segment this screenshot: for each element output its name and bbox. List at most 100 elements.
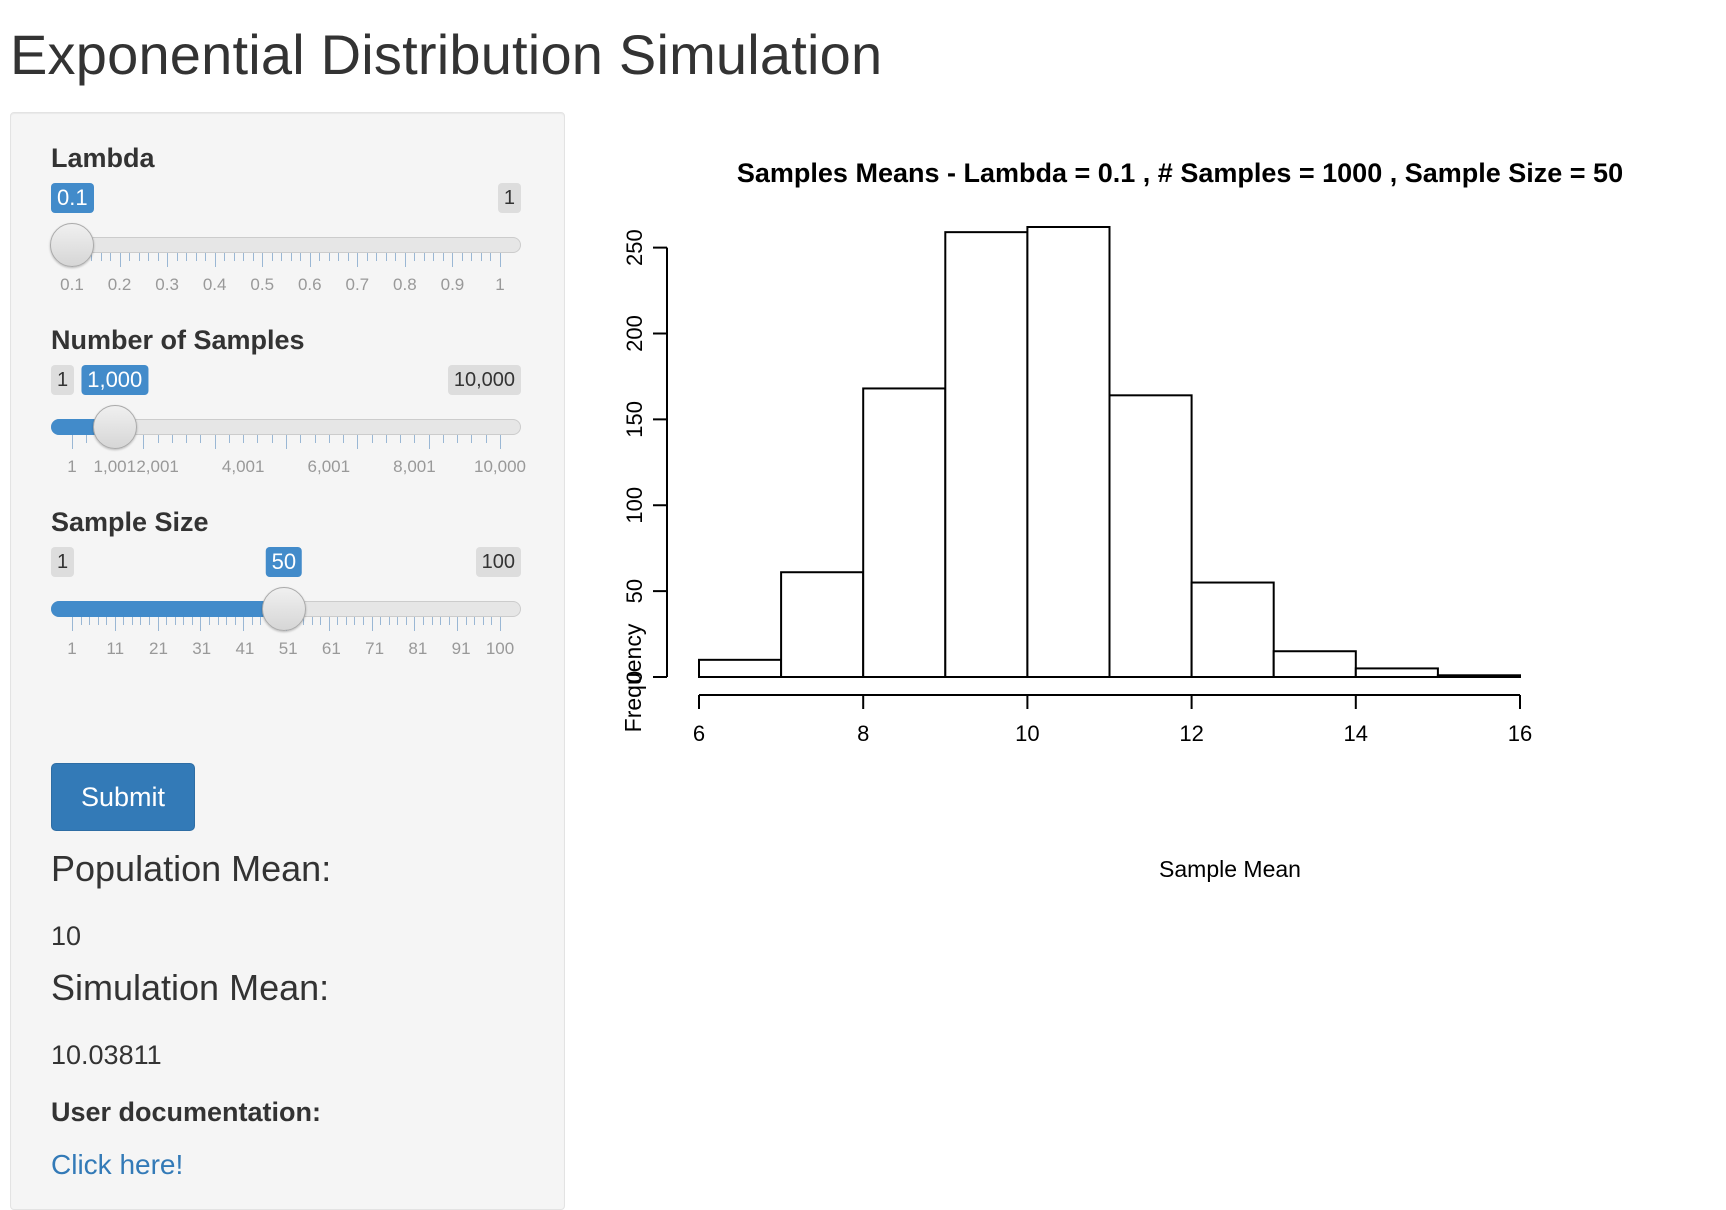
user-documentation-label: User documentation:: [51, 1097, 322, 1127]
slider-minor-tick: [448, 617, 450, 625]
slider-major-tick: [72, 617, 73, 631]
slider-minor-tick: [491, 617, 493, 625]
num-samples-slider[interactable]: 1 1,000 10,000 1 1,001 2,001 4,001 6,001 8,00…: [51, 365, 526, 476]
slider-minor-tick: [290, 253, 292, 261]
slider-tick-label: 0.4: [202, 275, 227, 294]
slider-tick-label: 0.9: [440, 275, 465, 294]
submit-button[interactable]: Submit: [51, 763, 195, 831]
num-samples-max-badge: 10,000: [447, 365, 521, 395]
slider-minor-tick: [485, 435, 487, 443]
y-axis: 0 50 100 150 200 250: [622, 229, 668, 683]
slider-tick-label: 2,001: [136, 457, 179, 476]
slider-minor-tick: [140, 617, 142, 625]
slider-minor-tick: [183, 617, 185, 625]
slider-minor-tick: [271, 253, 273, 261]
num-samples-label: Number of Samples: [51, 325, 305, 355]
slider-minor-tick: [414, 253, 416, 261]
slider-minor-tick: [314, 435, 316, 443]
slider-minor-tick: [397, 617, 399, 625]
slider-major-tick: [243, 617, 245, 631]
slider-major-tick: [414, 617, 416, 631]
slider-minor-tick: [157, 435, 159, 443]
page-title: Exponential Distribution Simulation: [10, 23, 883, 86]
x-axis-label: Sample Mean: [1159, 856, 1301, 882]
slider-minor-tick: [157, 253, 159, 261]
documentation-link[interactable]: Click here!: [51, 1149, 184, 1180]
x-tick-label: 14: [1344, 721, 1368, 746]
slider-major-tick: [200, 617, 202, 631]
y-tick-label: 150: [622, 401, 647, 438]
slider-minor-tick: [354, 617, 356, 625]
slider-minor-tick: [129, 253, 131, 261]
slider-major-tick: [119, 253, 121, 267]
lambda-slider[interactable]: 0.1 1 0.1 0.2 0.3 0.4 0.5 0.6 0.7 0.8 0.9 1: [50, 183, 521, 294]
lambda-value-badge: 0.1: [51, 183, 94, 213]
lambda-slider-track[interactable]: [51, 237, 521, 253]
slider-major-tick: [457, 617, 459, 631]
slider-minor-tick: [380, 617, 382, 625]
slider-minor-tick: [414, 435, 416, 443]
slider-minor-tick: [442, 435, 444, 443]
slider-tick-label: 0.1: [60, 275, 84, 294]
slider-minor-tick: [138, 253, 140, 261]
histogram-bars: [698, 226, 1522, 679]
slider-major-tick: [157, 617, 159, 631]
slider-minor-tick: [224, 253, 226, 261]
slider-minor-tick: [345, 617, 347, 625]
histogram-bar: [1272, 650, 1357, 678]
histogram-bar: [1354, 667, 1439, 679]
slider-major-tick: [500, 617, 501, 631]
slider-tick-label: 1: [67, 639, 77, 658]
slider-minor-tick: [440, 617, 442, 625]
slider-tick-label: 0.2: [107, 275, 132, 294]
slider-tick-label: 1,001: [93, 457, 137, 476]
sample-size-slider[interactable]: 1 50 100 1 11 21 31 41 51 61 71 81 91 100: [51, 547, 521, 658]
lambda-max-badge: 1: [497, 183, 521, 213]
slider-tick-label: 0.5: [250, 275, 275, 294]
slider-minor-tick: [89, 617, 91, 625]
slider-major-tick: [214, 435, 216, 449]
slider-major-tick: [357, 253, 359, 267]
slider-minor-tick: [300, 253, 302, 261]
slider-minor-tick: [400, 435, 402, 443]
y-tick-label: 200: [622, 315, 647, 352]
slider-minor-tick: [186, 253, 188, 261]
slider-minor-tick: [474, 617, 476, 625]
slider-minor-tick: [252, 253, 254, 261]
histogram-bar: [1190, 581, 1275, 679]
num-samples-value-badge: 1,000: [81, 365, 149, 395]
slider-minor-tick: [465, 617, 467, 625]
slider-major-tick: [357, 435, 359, 449]
slider-minor-tick: [271, 435, 273, 443]
slider-minor-tick: [100, 253, 102, 261]
slider-major-tick: [167, 253, 169, 267]
slider-minor-tick: [328, 253, 330, 261]
slider-minor-tick: [86, 435, 88, 443]
slider-tick-label: 1: [495, 275, 505, 294]
y-axis-label: Frequency: [620, 623, 646, 732]
slider-minor-tick: [385, 253, 387, 261]
population-mean-heading: Population Mean:: [51, 848, 332, 889]
lambda-slider-handle[interactable]: [50, 223, 94, 267]
slider-minor-tick: [80, 617, 82, 625]
slider-minor-tick: [217, 617, 219, 625]
slider-major-tick: [328, 617, 330, 631]
simulation-mean-value: 10.03811: [51, 1040, 162, 1070]
sample-size-slider-handle[interactable]: [261, 587, 306, 631]
slider-tick-label: 71: [365, 639, 385, 658]
histogram-bar: [1436, 674, 1522, 679]
slider-minor-tick: [260, 617, 262, 625]
slider-tick-label: 100: [485, 639, 515, 658]
slider-minor-tick: [200, 435, 202, 443]
sample-size-min-badge: 1: [51, 547, 75, 577]
slider-minor-tick: [205, 253, 207, 261]
chart-title: Samples Means - Lambda = 0.1 , # Samples…: [737, 158, 1623, 188]
x-tick-label: 12: [1179, 721, 1203, 746]
sample-size-value-badge: 50: [265, 547, 303, 577]
num-samples-slider-handle[interactable]: [92, 405, 137, 449]
slider-minor-tick: [319, 253, 321, 261]
x-tick-label: 10: [1015, 721, 1039, 746]
slider-tick-label: 6,001: [307, 457, 351, 476]
slider-minor-tick: [363, 617, 365, 625]
slider-minor-tick: [149, 617, 151, 625]
